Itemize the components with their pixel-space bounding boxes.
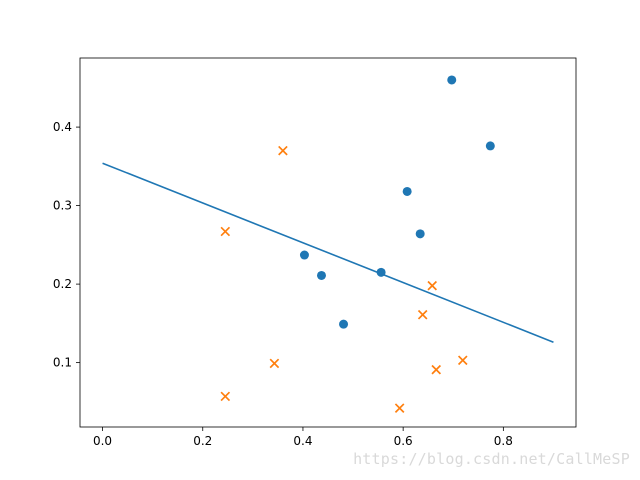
circle-point xyxy=(485,141,495,151)
circle-point xyxy=(316,270,326,280)
x-tick-label: 0.0 xyxy=(93,434,112,448)
fit-line xyxy=(102,162,554,343)
circle-point xyxy=(402,186,412,196)
x-tick-label: 0.2 xyxy=(193,434,212,448)
x-point xyxy=(431,364,442,375)
x-tick-label: 0.4 xyxy=(293,434,312,448)
circle-point xyxy=(299,250,309,260)
axis-layer: 0.0 0.2 0.4 0.6 0.8 0.1 0.2 0.3 0.4 xyxy=(53,120,513,448)
y-tick-label: 0.2 xyxy=(53,277,72,291)
x-point xyxy=(220,226,231,237)
x-point xyxy=(417,309,428,320)
x-tick-label: 0.8 xyxy=(494,434,513,448)
x-point xyxy=(457,355,468,366)
x-point xyxy=(427,280,438,291)
circle-point xyxy=(447,75,457,85)
x-point xyxy=(220,391,231,402)
watermark-text: https://blog.csdn.net/CallMeSP xyxy=(353,450,630,468)
y-tick-label: 0.4 xyxy=(53,120,72,134)
circle-point xyxy=(376,267,386,277)
x-point xyxy=(278,145,288,156)
circle-point xyxy=(415,229,425,239)
plot-frame xyxy=(79,57,577,428)
y-tick-label: 0.1 xyxy=(53,356,72,370)
circle-point xyxy=(339,319,349,329)
plot-layer xyxy=(102,75,554,413)
x-point xyxy=(269,358,280,369)
x-point xyxy=(394,403,405,413)
x-tick-label: 0.6 xyxy=(394,434,413,448)
y-tick-label: 0.3 xyxy=(53,199,72,213)
